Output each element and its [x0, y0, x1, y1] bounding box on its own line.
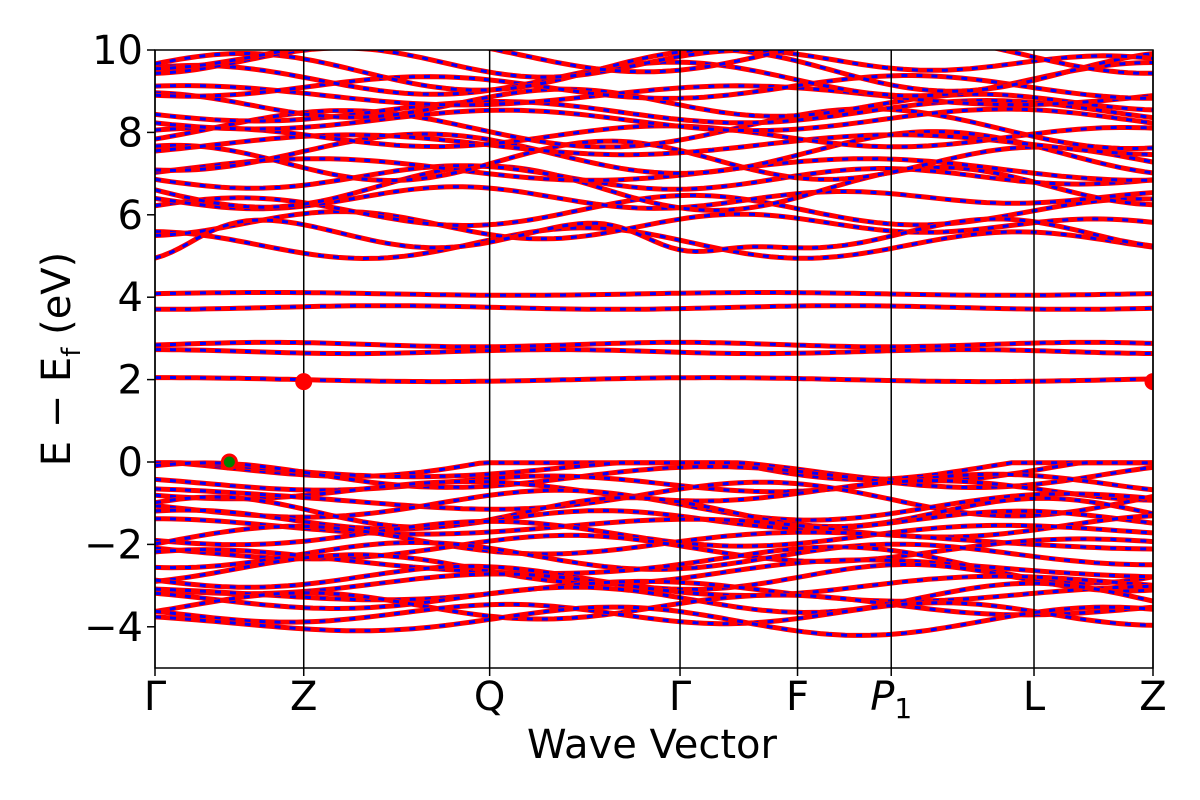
y-axis-label: E − Ef (eV)	[34, 252, 87, 467]
valence-band-spin-down	[155, 605, 1153, 637]
x-tick-label: L	[1023, 674, 1046, 720]
x-tick-label: Z	[1139, 674, 1166, 720]
flat-band-spin-down	[155, 340, 1153, 349]
valence-band-spin-down	[155, 601, 1153, 627]
x-tick-label: Γ	[144, 674, 167, 720]
conduction-band-spin-up	[155, 50, 1153, 76]
y-tick-label: 0	[118, 440, 143, 486]
y-tick-label: 8	[118, 110, 143, 156]
valence-band-spin-down	[155, 524, 1153, 556]
y-tick-label: 2	[118, 358, 143, 404]
conduction-band-spin-down	[155, 130, 1153, 175]
conduction-band-spin-down	[155, 164, 1153, 212]
y-tick-label: −2	[84, 522, 143, 568]
conduction-band-spin-down	[155, 84, 1153, 107]
conduction-band-spin-down	[155, 60, 1153, 98]
x-tick-label: F	[786, 674, 809, 720]
valence-band-spin-down	[155, 553, 1153, 586]
plot-frame	[154, 49, 1154, 669]
conduction-band-spin-down	[155, 226, 1153, 261]
conduction-band-spin-down	[155, 50, 1153, 93]
y-axis-ticks: −4 −2 0 2 4 6 8 10	[84, 28, 155, 651]
valence-band-spin-down	[155, 472, 1153, 494]
flat-band-spin-down	[155, 376, 1153, 384]
y-tick-label: −4	[84, 605, 143, 651]
conduction-band-spin-down	[155, 107, 1153, 133]
valence-band-spin-down	[155, 562, 1153, 593]
x-tick-label: P1	[870, 674, 912, 725]
conduction-band-spin-down	[155, 107, 1153, 150]
bands-layer	[155, 50, 1153, 638]
conduction-band-spin-down	[155, 74, 1153, 100]
flat-band-spin-down	[155, 304, 1153, 311]
y-tick-label: 10	[92, 28, 143, 74]
conduction-band-spin-down	[155, 185, 1153, 211]
valence-band-spin-down	[155, 508, 1153, 531]
valence-band-spin-down	[155, 495, 1153, 529]
x-tick-label: Γ	[669, 674, 692, 720]
conduction-band-spin-down	[155, 157, 1153, 182]
valence-band-spin-down	[155, 540, 1153, 571]
lowest-conduction-band-spin-down	[155, 217, 1153, 260]
x-axis-ticks: Γ Z Q Γ F P1 L Z	[144, 668, 1167, 725]
valence-band-spin-down	[155, 488, 1153, 522]
conduction-band-spin-down	[155, 124, 1153, 149]
x-tick-label: Z	[290, 674, 317, 720]
vbm-marker	[220, 453, 238, 471]
valence-band-spin-down	[155, 591, 1153, 621]
valence-band-spin-down	[155, 519, 1153, 548]
flat-band-spin-down	[155, 348, 1153, 356]
valence-band-spin-down	[155, 581, 1153, 615]
conduction-band-spin-down	[155, 87, 1153, 119]
cbm-marker	[1144, 373, 1153, 391]
cbm-marker	[295, 373, 313, 391]
y-tick-label: 6	[118, 193, 143, 239]
conduction-band-spin-down	[155, 139, 1153, 183]
extrema-markers	[220, 373, 1153, 471]
conduction-band-spin-down	[155, 164, 1153, 191]
valence-band-spin-down	[155, 480, 1153, 518]
flat-band-spin-down	[155, 291, 1153, 297]
x-axis-label: Wave Vector	[527, 722, 778, 768]
valence-band-spin-down	[155, 461, 1153, 489]
conduction-band-spin-up	[155, 50, 1153, 80]
valence-band-spin-down	[155, 514, 1153, 539]
valence-band-spin-down	[155, 572, 1153, 598]
conduction-band-spin-down	[155, 209, 1153, 241]
valence-band-spin-down	[155, 579, 1153, 603]
y-tick-label: 4	[118, 275, 143, 321]
x-tick-label: Q	[474, 674, 505, 720]
